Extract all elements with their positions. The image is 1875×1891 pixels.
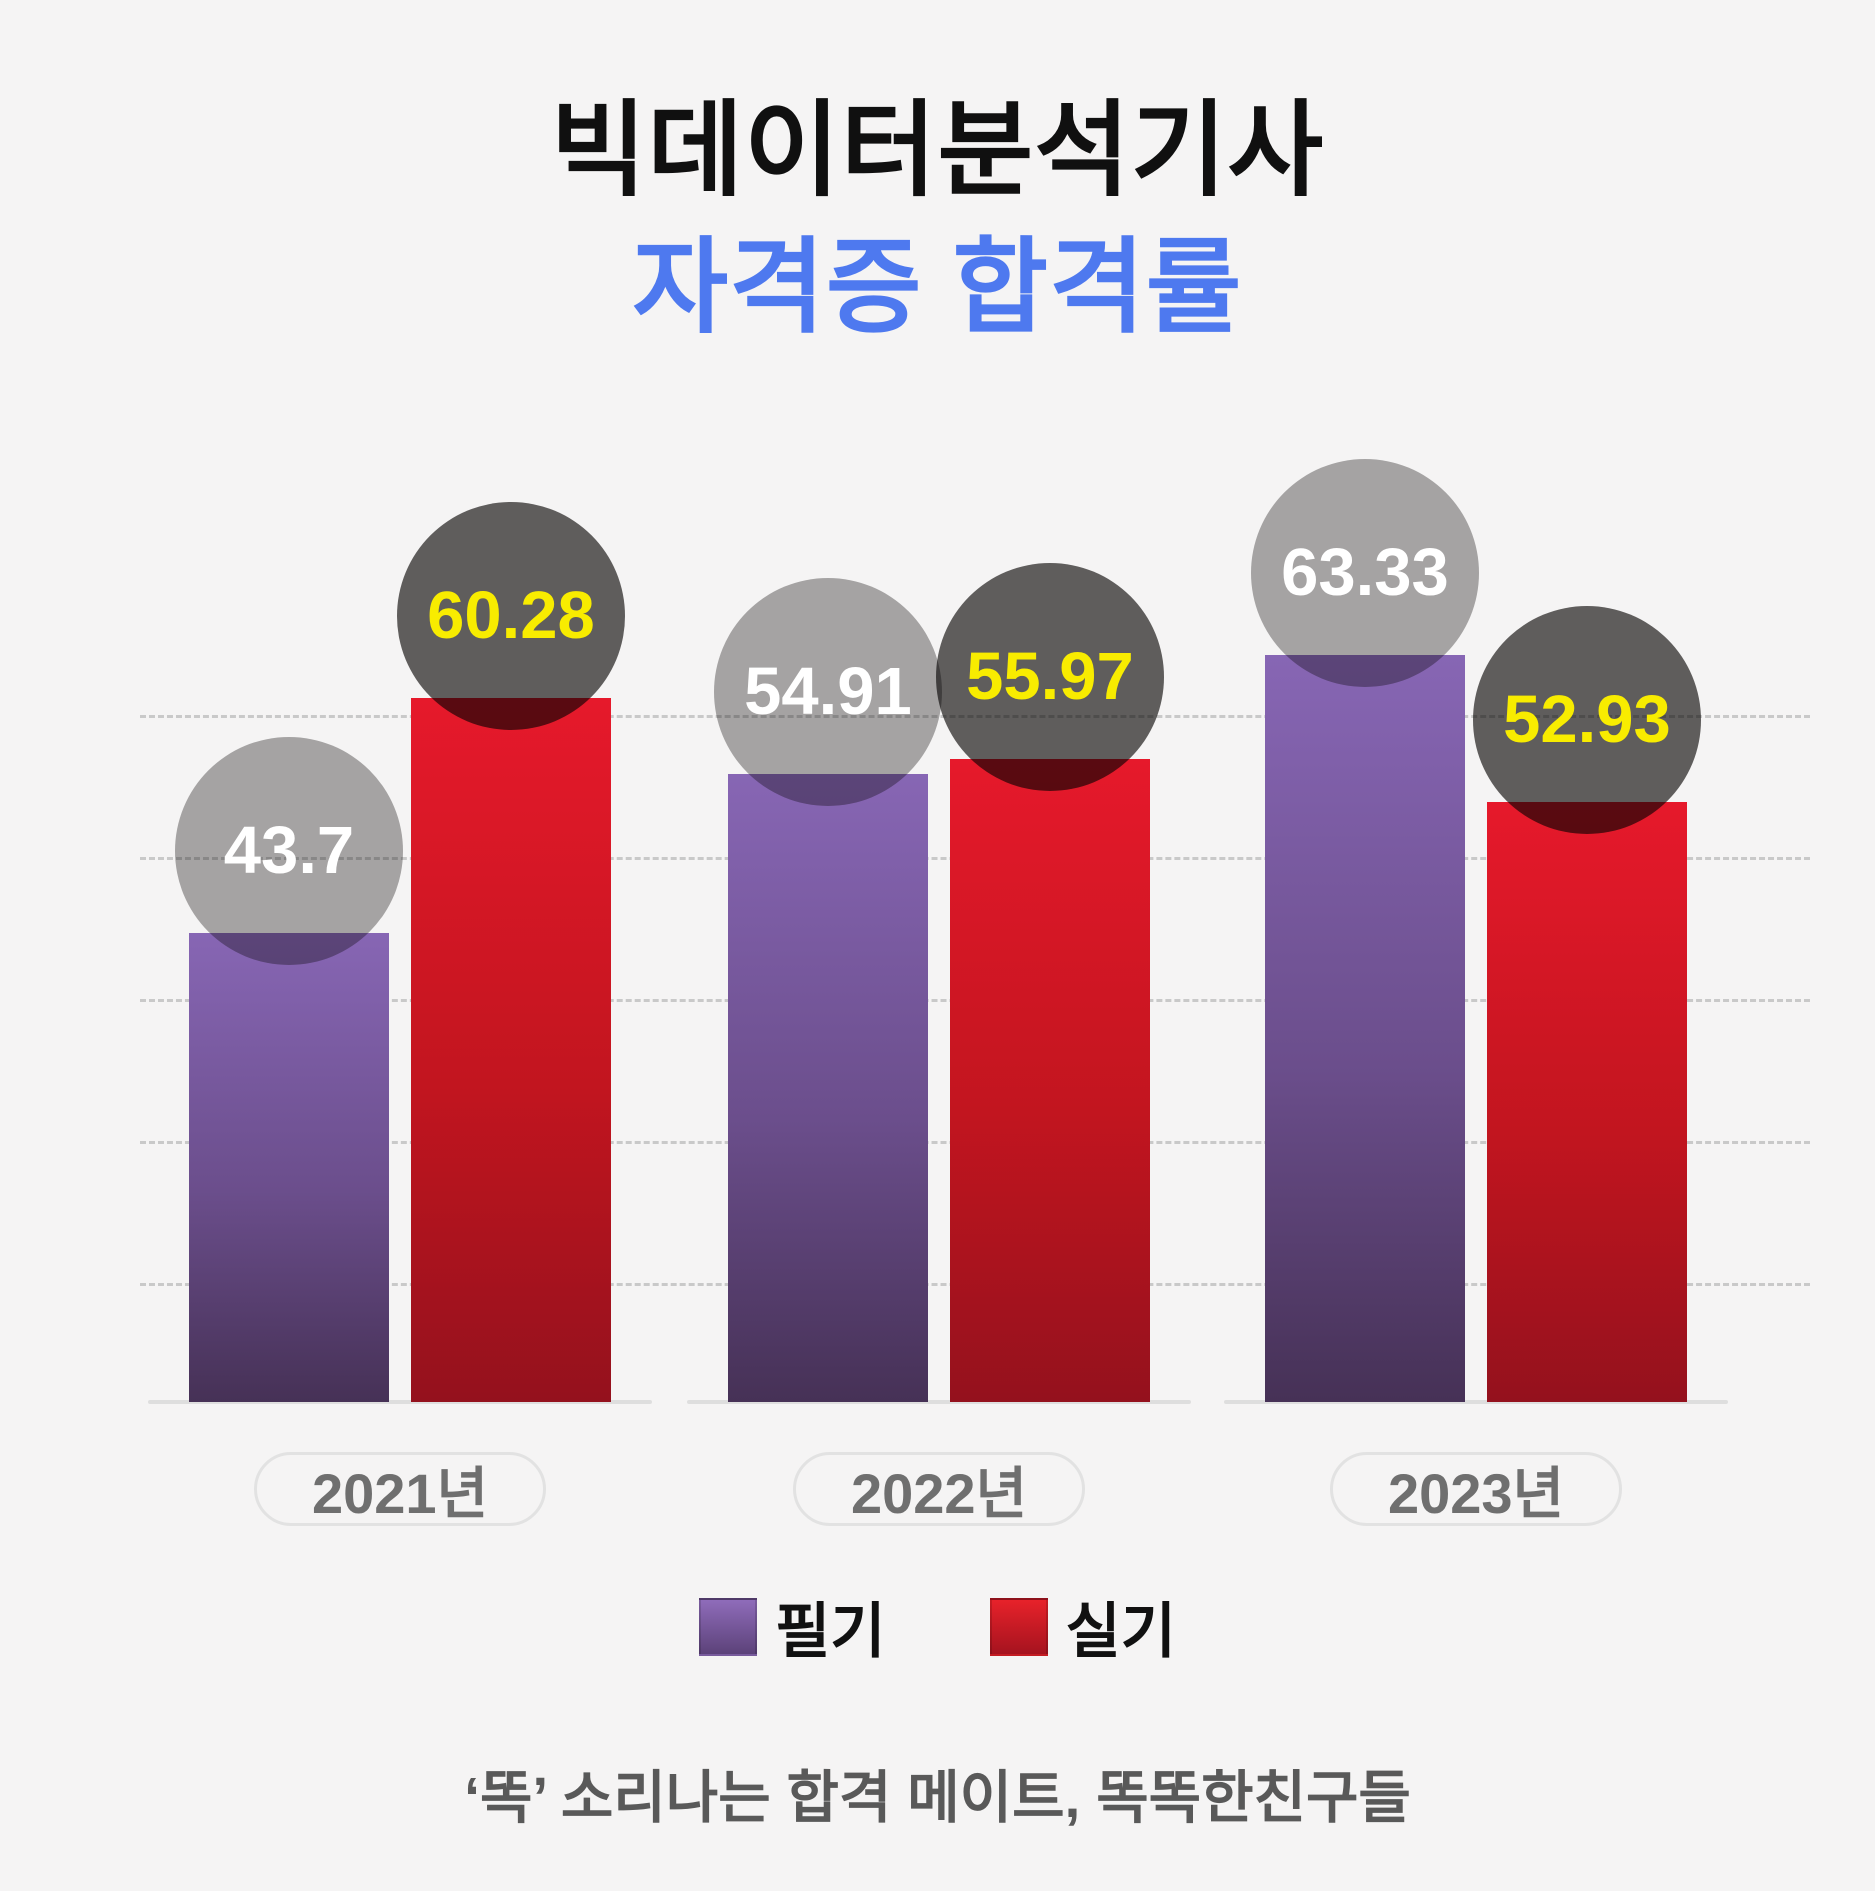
page-subtitle: 자격증 합격률 bbox=[632, 230, 1243, 346]
value-bubble-label: 52.93 bbox=[1503, 682, 1671, 757]
legend-label-practical: 실기 bbox=[1065, 1598, 1176, 1665]
page-title: 빅데이터분석기사 bbox=[550, 93, 1325, 209]
value-bubble-label: 63.33 bbox=[1281, 535, 1449, 610]
year-pill-2021: 2021년 bbox=[254, 1452, 546, 1526]
footer-tagline: ‘똑’ 소리나는 합격 메이트, 똑똑한친구들 bbox=[464, 1766, 1411, 1830]
bar-실기-2022년 bbox=[950, 759, 1150, 1402]
year-pill-2023: 2023년 bbox=[1330, 1452, 1622, 1526]
bar-필기-2022년 bbox=[728, 774, 928, 1402]
bar-실기-2021년 bbox=[411, 698, 611, 1402]
value-bubble-label: 55.97 bbox=[966, 639, 1134, 714]
value-bubble bbox=[1251, 459, 1479, 687]
axis-baseline bbox=[148, 1400, 652, 1404]
year-pill-2022: 2022년 bbox=[793, 1452, 1085, 1526]
bar-실기-2023년 bbox=[1487, 802, 1687, 1402]
value-bubble bbox=[936, 563, 1164, 791]
value-bubble bbox=[714, 578, 942, 806]
practical-swatch-icon bbox=[989, 1597, 1048, 1656]
value-bubble-label: 54.91 bbox=[744, 654, 912, 729]
value-bubble bbox=[175, 737, 403, 965]
legend-label-written: 필기 bbox=[775, 1598, 886, 1665]
bar-필기-2023년 bbox=[1265, 655, 1465, 1402]
legend-item-written: 필기 bbox=[699, 1583, 886, 1670]
legend-item-practical: 실기 bbox=[989, 1583, 1176, 1670]
bar-필기-2021년 bbox=[189, 933, 389, 1402]
axis-baseline bbox=[1224, 1400, 1728, 1404]
chart-legend: 필기 실기 bbox=[0, 1583, 1875, 1670]
axis-baseline bbox=[687, 1400, 1191, 1404]
value-bubble bbox=[397, 502, 625, 730]
value-bubble bbox=[1473, 606, 1701, 834]
written-swatch-icon bbox=[699, 1597, 758, 1656]
value-bubble-label: 43.7 bbox=[223, 813, 355, 888]
value-bubble-label: 60.28 bbox=[427, 578, 595, 653]
